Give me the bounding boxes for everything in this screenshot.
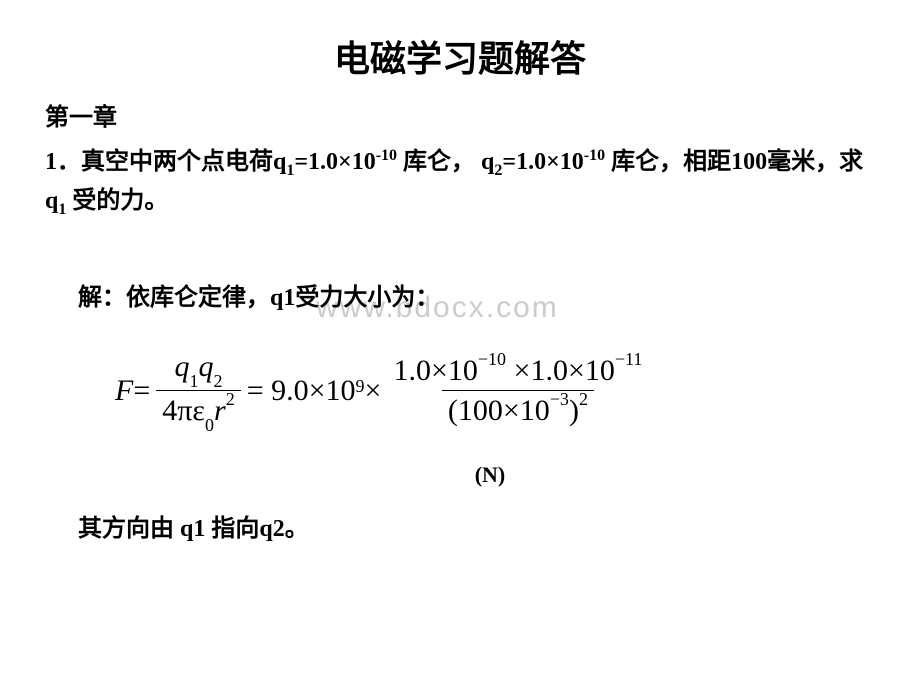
num2-a: 1.0×10 xyxy=(393,354,477,387)
formula-equation: F = q1q2 4πε0r2 = 9.0×109 × 1.0×10−10 ×1… xyxy=(0,312,920,432)
problem-mid2: 库仑， q xyxy=(397,149,494,175)
den2-close: ) xyxy=(569,394,579,427)
den-r: r xyxy=(214,394,226,427)
problem-sup1: -10 xyxy=(376,147,397,164)
solution-intro: 解：依库仑定律，q1受力大小为： xyxy=(0,222,920,312)
den2-e: −3 xyxy=(550,389,569,409)
problem-statement: 1．真空中两个点电荷q1=1.0×10-10 库仑， q2=1.0×10-10 … xyxy=(0,144,920,222)
den-s0: 0 xyxy=(205,415,214,435)
problem-end: 受的力。 xyxy=(66,188,168,214)
problem-prefix: 1．真空中两个点电荷q xyxy=(45,149,286,175)
fraction2-numerator: 1.0×10−10 ×1.0×10−11 xyxy=(387,353,648,390)
num-q2: q xyxy=(198,350,213,383)
formula-fraction2: 1.0×10−10 ×1.0×10−11 (100×10−3)2 xyxy=(387,353,648,428)
den2-open: (100×10 xyxy=(448,394,550,427)
formula-times: × xyxy=(365,374,382,408)
num2-e1: −10 xyxy=(478,349,506,369)
direction-text: 其方向由 q1 指向q2。 xyxy=(0,488,920,543)
den2-p: 2 xyxy=(579,389,588,409)
num2-e2: −11 xyxy=(615,349,642,369)
num-s1: 1 xyxy=(189,371,198,391)
fraction1-denominator: 4πε0r2 xyxy=(156,390,240,432)
formula-eq2: = 9.0×10 xyxy=(247,374,356,408)
chapter-heading: 第一章 xyxy=(0,97,920,144)
fraction1-numerator: q1q2 xyxy=(168,350,228,390)
formula-fraction1: q1q2 4πε0r2 xyxy=(156,350,240,432)
den-p2: 2 xyxy=(226,389,235,409)
den-4pe: 4πε xyxy=(162,394,205,427)
fraction2-denominator: (100×10−3)2 xyxy=(442,390,594,428)
formula-eq1: = xyxy=(133,374,150,408)
problem-mid3: =1.0×10 xyxy=(502,149,583,175)
page-title: 电磁学习题解答 xyxy=(0,0,920,97)
formula-F: F xyxy=(115,374,133,408)
unit-label: (N) xyxy=(0,432,920,488)
num-s2: 2 xyxy=(213,371,222,391)
problem-mid1: =1.0×10 xyxy=(294,149,375,175)
num2-mid: ×1.0×10 xyxy=(506,354,615,387)
problem-sup2: -10 xyxy=(584,147,605,164)
num-q1: q xyxy=(174,350,189,383)
formula-exp9: 9 xyxy=(356,376,365,397)
